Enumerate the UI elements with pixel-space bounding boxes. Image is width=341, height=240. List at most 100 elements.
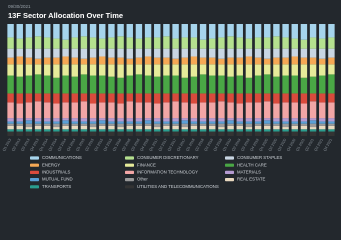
bar-segment [309, 48, 317, 58]
bar-segment [328, 102, 335, 119]
bar-segment [218, 118, 225, 122]
bar-segment [199, 39, 207, 49]
bar-segment [319, 125, 326, 130]
bar-segment [25, 37, 33, 49]
bar-segment [319, 121, 326, 124]
bar-segment [245, 48, 253, 57]
bar-segment [282, 131, 289, 136]
bar-segment [44, 125, 51, 130]
bar-segment [163, 64, 170, 76]
bar-segment [53, 123, 60, 128]
bar-segment [80, 58, 88, 65]
bar-segment [218, 123, 225, 128]
bar-segment [172, 101, 179, 119]
bar-segment [227, 120, 234, 124]
bar-segment [291, 48, 298, 57]
bar-segment [144, 75, 152, 94]
bar-segment [34, 93, 42, 102]
bar-segment [328, 129, 335, 132]
bar-segment [25, 93, 33, 103]
bar-segment [319, 75, 326, 94]
bar-segment [71, 121, 78, 124]
bar-segment [53, 77, 60, 94]
bar-segment [53, 38, 60, 49]
bar-segment [44, 121, 51, 124]
legend-label: CONSUMER STAPLES [237, 155, 282, 160]
bar-segment [89, 75, 97, 94]
bar-segment [273, 24, 280, 37]
bar-segment [71, 48, 78, 58]
bar-segment [199, 102, 207, 119]
legend-label: INFORMATION TECHNOLOGY [137, 170, 198, 175]
bar-segment [273, 48, 280, 58]
x-tick-label: Q4 2015 [103, 138, 113, 152]
bar-segment [236, 24, 243, 38]
bar-segment [126, 118, 133, 122]
bar-segment [7, 102, 14, 119]
bar-segment [163, 36, 170, 49]
bar-segment [117, 36, 124, 49]
bar-segment [254, 102, 262, 119]
bar-segment [190, 123, 198, 126]
bar-segment [227, 76, 234, 94]
bar-segment [209, 123, 216, 126]
bar-segment [291, 24, 298, 39]
bar-segment [44, 123, 51, 126]
bar-segment [135, 118, 143, 122]
bar-segment [291, 131, 298, 136]
x-tick-label: Q3 2013 [20, 138, 30, 152]
x-tick-label: Q1 2019 [222, 138, 232, 152]
bar-segment [34, 118, 42, 122]
bar-segment [291, 118, 298, 122]
x-tick-label: Q2 2013 [11, 138, 21, 152]
bar-segment [300, 64, 308, 78]
bar-segment [89, 118, 97, 122]
x-tick-label: Q2 2015 [84, 138, 94, 152]
bar-segment [117, 129, 124, 132]
bar-segment [254, 118, 262, 122]
bar-segment [135, 57, 143, 65]
bar-segment [209, 121, 216, 124]
bar-segment [245, 129, 253, 132]
bar-segment [181, 120, 188, 124]
bar-segment [209, 57, 216, 65]
bar-segment [62, 56, 69, 65]
bar-segment [80, 123, 88, 126]
bar-segment [117, 131, 124, 136]
bar-segment [172, 131, 179, 136]
bar-segment [34, 64, 42, 75]
bar-segment [7, 121, 14, 124]
bar-segment [144, 64, 152, 76]
bar-segment [319, 64, 326, 76]
bar-segment [53, 103, 60, 119]
bar-segment [264, 120, 271, 124]
legend-label: INDUSTRIALS [42, 170, 71, 175]
bar-segment [172, 64, 179, 76]
bar-segment [117, 24, 124, 37]
bar-segment [245, 127, 253, 130]
bar-segment [163, 125, 170, 130]
bar-segment [71, 131, 78, 136]
bar-segment [7, 48, 14, 58]
bar-segment [328, 74, 335, 94]
bar-segment [89, 37, 97, 49]
bar-segment [319, 38, 326, 49]
bar-segment [135, 74, 143, 94]
bar-segment [309, 129, 317, 132]
bar-segment [273, 103, 280, 119]
bar-segment [25, 118, 33, 121]
bar-segment [108, 48, 115, 58]
bar-segment [34, 58, 42, 65]
bar-segment [117, 57, 124, 65]
bar-segment [181, 102, 188, 119]
bar-segment [99, 56, 106, 65]
bar-segment [108, 129, 115, 132]
bar-segment [209, 125, 216, 130]
bar-segment [282, 24, 289, 38]
bar-segment [273, 118, 280, 122]
bar-segment [227, 129, 234, 132]
bar-segment [282, 121, 289, 124]
bar-segment [245, 123, 253, 128]
bar-segment [199, 64, 207, 75]
bar-segment [71, 37, 78, 49]
